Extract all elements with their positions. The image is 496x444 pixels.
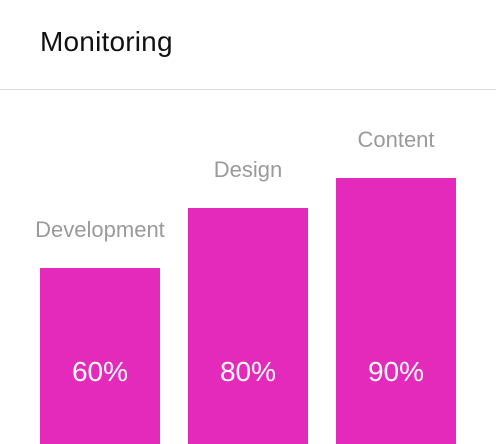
- bar-value-label: 80%: [219, 356, 277, 387]
- bar-value-label: 60%: [71, 356, 129, 387]
- bar-content: 90%: [336, 178, 456, 444]
- page-title: Monitoring: [40, 26, 173, 57]
- bar-development: 60%: [40, 268, 160, 444]
- bar-design: 80%: [188, 208, 308, 444]
- header: Monitoring: [0, 0, 496, 90]
- category-label: Development: [35, 217, 165, 242]
- category-label: Design: [213, 157, 283, 182]
- bar-value-label: 90%: [367, 356, 425, 387]
- category-label: Content: [357, 127, 435, 152]
